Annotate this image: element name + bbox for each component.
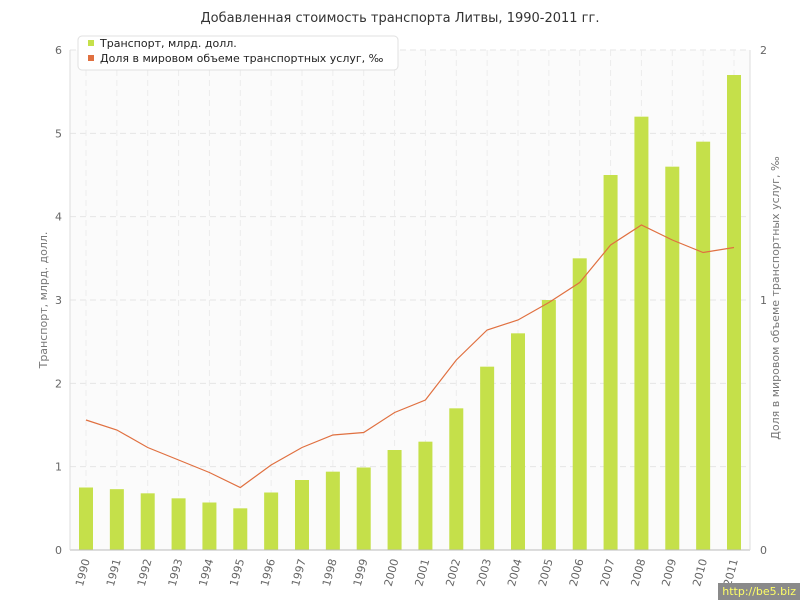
legend: Транспорт, млрд. долл. Доля в мировом об… bbox=[77, 35, 399, 71]
right-tick-labels: 0 1 2 bbox=[760, 44, 767, 557]
bar bbox=[325, 471, 340, 550]
x-tick-label: 2008 bbox=[629, 557, 649, 587]
x-tick-label: 1998 bbox=[320, 557, 340, 587]
legend-label-line: Доля в мировом объеме транспортных услуг… bbox=[100, 52, 384, 65]
x-tick-label: 1991 bbox=[104, 557, 124, 587]
bar bbox=[634, 116, 649, 551]
line-series bbox=[85, 224, 735, 489]
watermark[interactable]: http://be5.biz bbox=[718, 583, 800, 600]
chart-title: Добавленная стоимость транспорта Литвы, … bbox=[201, 11, 600, 26]
x-tick-label: 1994 bbox=[197, 557, 217, 587]
x-tick-label: 2009 bbox=[659, 557, 679, 587]
bar bbox=[233, 508, 248, 550]
x-tick-label: 2005 bbox=[536, 557, 556, 587]
y-tick-label: 1 bbox=[55, 461, 62, 474]
x-tick-label: 2003 bbox=[474, 557, 494, 587]
bar bbox=[541, 300, 556, 550]
y-tick-label: 5 bbox=[55, 127, 62, 140]
legend-label-bar: Транспорт, млрд. долл. bbox=[99, 37, 237, 50]
bar bbox=[264, 492, 279, 550]
x-tick-labels: 1990 1991 1992 1993 1994 1995 1996 1997 1998 1999… bbox=[73, 557, 741, 587]
y-tick-label: 6 bbox=[55, 44, 62, 57]
bar bbox=[449, 408, 464, 550]
bar bbox=[109, 489, 124, 550]
y2-tick-label: 1 bbox=[760, 294, 767, 307]
bar bbox=[79, 487, 93, 550]
y-tick-label: 2 bbox=[55, 377, 62, 390]
legend-swatch-line bbox=[88, 55, 94, 61]
y-tick-label: 4 bbox=[55, 211, 62, 224]
bar-series bbox=[79, 75, 741, 551]
y-tick-label: 0 bbox=[55, 544, 62, 557]
bar bbox=[480, 366, 495, 550]
x-tick-label: 1999 bbox=[351, 557, 371, 587]
y-axis-title: Транспорт, млрд. долл. bbox=[37, 232, 50, 370]
legend-box bbox=[77, 35, 399, 71]
x-tick-label: 1990 bbox=[73, 557, 93, 587]
bar bbox=[572, 258, 587, 550]
bar bbox=[171, 498, 186, 550]
x-tick-label: 2006 bbox=[567, 557, 587, 587]
x-tick-label: 2007 bbox=[598, 557, 618, 587]
x-tick-label: 1997 bbox=[289, 557, 309, 587]
bar bbox=[511, 333, 525, 550]
x-tick-label: 2010 bbox=[690, 557, 710, 587]
bar bbox=[696, 141, 711, 550]
x-tick-label: 2004 bbox=[505, 557, 525, 587]
bar bbox=[603, 175, 618, 550]
y2-axis-title: Доля в мировом объеме транспортных услуг… bbox=[769, 156, 782, 440]
bar bbox=[727, 75, 741, 550]
x-tick-label: 1993 bbox=[166, 557, 186, 587]
x-tick-label: 2001 bbox=[413, 557, 433, 587]
bar bbox=[356, 467, 371, 550]
bar bbox=[418, 441, 433, 550]
bar bbox=[387, 450, 402, 550]
x-tick-label: 1996 bbox=[258, 557, 278, 587]
bar bbox=[140, 493, 155, 550]
y2-tick-label: 2 bbox=[760, 44, 767, 57]
bar bbox=[202, 502, 217, 550]
y2-tick-label: 0 bbox=[760, 544, 767, 557]
bar bbox=[295, 480, 309, 550]
y-tick-label: 3 bbox=[55, 294, 62, 307]
left-tick-labels: 0 1 2 3 4 5 6 bbox=[55, 44, 62, 557]
legend-swatch-bar bbox=[88, 40, 94, 46]
x-tick-label: 1995 bbox=[227, 557, 247, 587]
x-tick-label: 2002 bbox=[443, 557, 463, 587]
bar bbox=[665, 166, 680, 550]
x-tick-label: 1992 bbox=[135, 557, 155, 587]
x-tick-label: 2000 bbox=[382, 557, 402, 587]
